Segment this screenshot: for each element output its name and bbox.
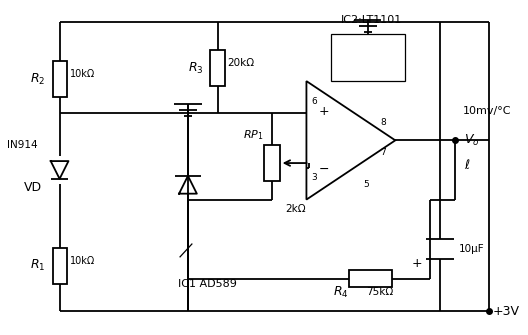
Text: 10μF: 10μF bbox=[458, 244, 484, 254]
Bar bbox=[331, 34, 405, 81]
Text: 6: 6 bbox=[312, 97, 317, 106]
Text: 2kΩ: 2kΩ bbox=[286, 204, 306, 214]
Bar bbox=[53, 61, 67, 97]
Text: +: + bbox=[319, 105, 329, 118]
Bar bbox=[210, 51, 225, 86]
Bar bbox=[264, 145, 280, 181]
Text: 2: 2 bbox=[356, 53, 362, 62]
Text: 10mv/°C: 10mv/°C bbox=[463, 106, 511, 116]
Text: $V_o$: $V_o$ bbox=[465, 133, 480, 148]
Text: 20kΩ: 20kΩ bbox=[228, 58, 254, 68]
Text: 4: 4 bbox=[375, 53, 380, 62]
Text: −: − bbox=[319, 163, 329, 176]
Text: 5: 5 bbox=[363, 180, 369, 189]
Bar bbox=[349, 270, 392, 287]
Text: 3: 3 bbox=[312, 173, 317, 182]
Text: 75kΩ: 75kΩ bbox=[366, 287, 393, 297]
Text: IN914: IN914 bbox=[7, 140, 38, 150]
Text: IC1 AD589: IC1 AD589 bbox=[178, 278, 237, 288]
Text: $R_1$: $R_1$ bbox=[30, 258, 46, 273]
Text: $R_3$: $R_3$ bbox=[188, 61, 204, 76]
Text: 10kΩ: 10kΩ bbox=[70, 256, 95, 266]
Text: VD: VD bbox=[24, 181, 42, 194]
Text: +3V: +3V bbox=[493, 305, 520, 318]
Text: 8: 8 bbox=[381, 118, 386, 127]
Text: 10kΩ: 10kΩ bbox=[70, 69, 95, 79]
Text: IC2:LT1101: IC2:LT1101 bbox=[341, 15, 402, 25]
Text: 7: 7 bbox=[381, 148, 386, 157]
Text: +: + bbox=[411, 257, 422, 270]
Text: $R_4$: $R_4$ bbox=[333, 285, 349, 300]
Text: 1: 1 bbox=[340, 53, 346, 62]
Bar bbox=[53, 248, 67, 283]
Text: $\ell$: $\ell$ bbox=[465, 158, 471, 172]
Text: $RP_1$: $RP_1$ bbox=[243, 129, 264, 142]
Text: $R_2$: $R_2$ bbox=[31, 72, 46, 87]
